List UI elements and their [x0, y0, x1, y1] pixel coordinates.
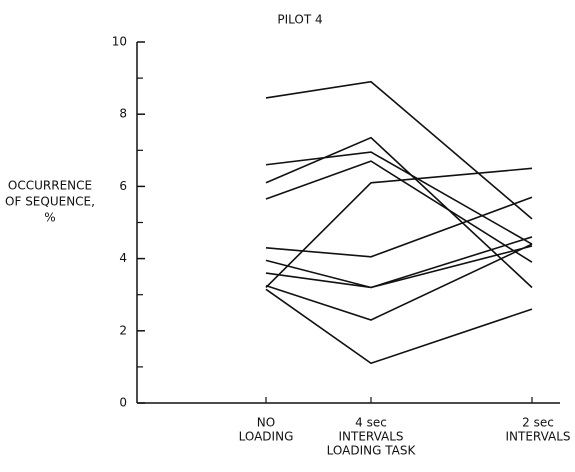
y-axis-label: OCCURRENCE	[8, 179, 92, 193]
x-tick-label: INTERVALS	[505, 430, 570, 444]
x-tick-label: 4 sec	[355, 416, 387, 430]
series-line	[265, 288, 533, 365]
y-tick-label: 0	[119, 396, 127, 410]
x-tick-label: NO	[257, 416, 275, 430]
y-axis-label: OF SEQUENCE,	[5, 195, 95, 209]
chart-title: PILOT 4	[277, 13, 322, 27]
x-tick-label: LOADING TASK	[327, 444, 417, 458]
x-tick-label: 2 sec	[522, 416, 554, 430]
y-axis-label: %	[44, 211, 55, 225]
series-line	[265, 167, 533, 289]
series-line	[265, 151, 533, 245]
y-tick-label: 4	[119, 251, 127, 265]
y-tick-label: 2	[119, 323, 127, 337]
series-line	[265, 160, 533, 263]
series-line	[265, 243, 533, 321]
series-line	[265, 136, 533, 289]
series-line	[265, 196, 533, 258]
x-tick-label: LOADING	[239, 430, 294, 444]
series-line	[265, 80, 533, 220]
series-line	[265, 236, 533, 289]
x-tick-label: INTERVALS	[338, 430, 403, 444]
y-tick-label: 6	[119, 179, 127, 193]
y-tick-label: 10	[112, 35, 127, 49]
y-tick-label: 8	[119, 107, 127, 121]
series-line	[265, 245, 533, 289]
